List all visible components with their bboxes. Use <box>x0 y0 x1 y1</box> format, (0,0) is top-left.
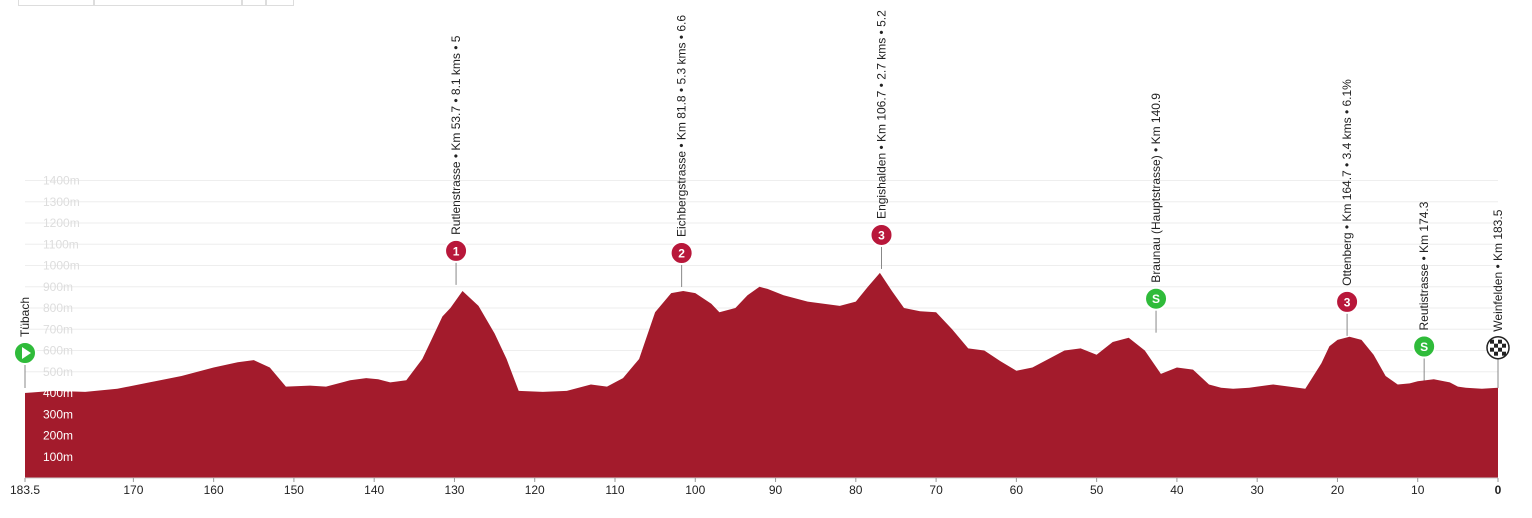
x-tick-label: 70 <box>929 483 943 497</box>
toolbar-tab[interactable] <box>242 0 266 6</box>
x-tick-label: 40 <box>1170 483 1184 497</box>
y-tick-label: 1300m <box>43 195 80 209</box>
finish-check <box>1494 343 1498 348</box>
y-tick-label: 1000m <box>43 259 80 273</box>
y-tick-label: 800m <box>43 301 73 315</box>
marker-label: Reutistrasse • Km 174.3 <box>1417 201 1431 330</box>
badge-label: S <box>1152 292 1160 306</box>
y-tick-label: 100m <box>43 450 73 464</box>
toolbar-tab[interactable] <box>18 0 94 6</box>
climb-badge <box>669 241 694 265</box>
play-icon <box>22 347 31 359</box>
y-tick-label: 600m <box>43 344 73 358</box>
x-tick-label: 90 <box>769 483 783 497</box>
finish-check <box>1502 343 1506 348</box>
marker-label: Weinfelden • Km 183.5 <box>1491 209 1505 331</box>
y-tick-label: 900m <box>43 280 73 294</box>
badge-label: 3 <box>1344 295 1351 309</box>
x-tick-label: 80 <box>849 483 863 497</box>
x-tick-label: 150 <box>284 483 304 497</box>
x-tick-label: 30 <box>1251 483 1265 497</box>
marker-label: Tübach <box>18 297 32 337</box>
finish-check <box>1498 339 1502 344</box>
x-tick-label: 20 <box>1331 483 1345 497</box>
x-tick-label: 170 <box>123 483 143 497</box>
x-tick-label: 60 <box>1010 483 1024 497</box>
badge-label: 3 <box>878 228 885 242</box>
finish-check <box>1490 347 1494 352</box>
sprint-badge <box>1144 286 1169 311</box>
x-tick-label: 183.5 <box>10 483 40 497</box>
y-tick-label: 400m <box>43 386 73 400</box>
y-tick-label: 300m <box>43 407 73 421</box>
x-tick-label: 110 <box>605 483 624 497</box>
y-tick-label: 1400m <box>43 174 80 188</box>
badge-label: S <box>1420 340 1428 354</box>
finish-check <box>1490 339 1494 344</box>
badge-label: 1 <box>453 244 460 258</box>
marker-label: Braunau (Hauptstrasse) • Km 140.9 <box>1149 93 1163 283</box>
y-tick-label: 1200m <box>43 216 80 230</box>
x-tick-label: 140 <box>364 483 384 497</box>
toolbar-strip <box>18 0 294 6</box>
x-tick-label: 0 <box>1495 483 1502 497</box>
finish-check <box>1498 347 1502 352</box>
toolbar-tab[interactable] <box>266 0 294 6</box>
x-tick-label: 10 <box>1411 483 1425 497</box>
marker-label: Rutlenstrasse • Km 53.7 • 8.1 kms • 5 <box>449 35 463 235</box>
marker-label: Eichbergstrasse • Km 81.8 • 5.3 kms • 6.… <box>675 15 689 237</box>
marker-label: Engishalden • Km 106.7 • 2.7 kms • 5.2 <box>875 10 889 219</box>
marker-label: Ottenberg • Km 164.7 • 3.4 kms • 6.1% <box>1340 79 1354 286</box>
sprint-badge <box>1412 334 1437 359</box>
x-tick-label: 160 <box>204 483 224 497</box>
climb-badge <box>869 222 894 247</box>
climb-badge <box>1335 289 1360 314</box>
y-tick-label: 700m <box>43 322 73 336</box>
climb-badge <box>444 238 469 263</box>
x-tick-label: 120 <box>525 483 545 497</box>
x-tick-label: 130 <box>444 483 464 497</box>
y-tick-label: 500m <box>43 365 73 379</box>
finish-check <box>1502 351 1506 356</box>
toolbar-tab[interactable] <box>94 0 242 6</box>
elevation-area <box>25 272 1498 478</box>
finish-check <box>1494 351 1498 356</box>
x-tick-label: 100 <box>685 483 705 497</box>
y-tick-label: 1100m <box>43 237 79 251</box>
y-tick-label: 200m <box>43 429 73 443</box>
x-tick-label: 50 <box>1090 483 1104 497</box>
badge-label: 2 <box>678 247 685 261</box>
